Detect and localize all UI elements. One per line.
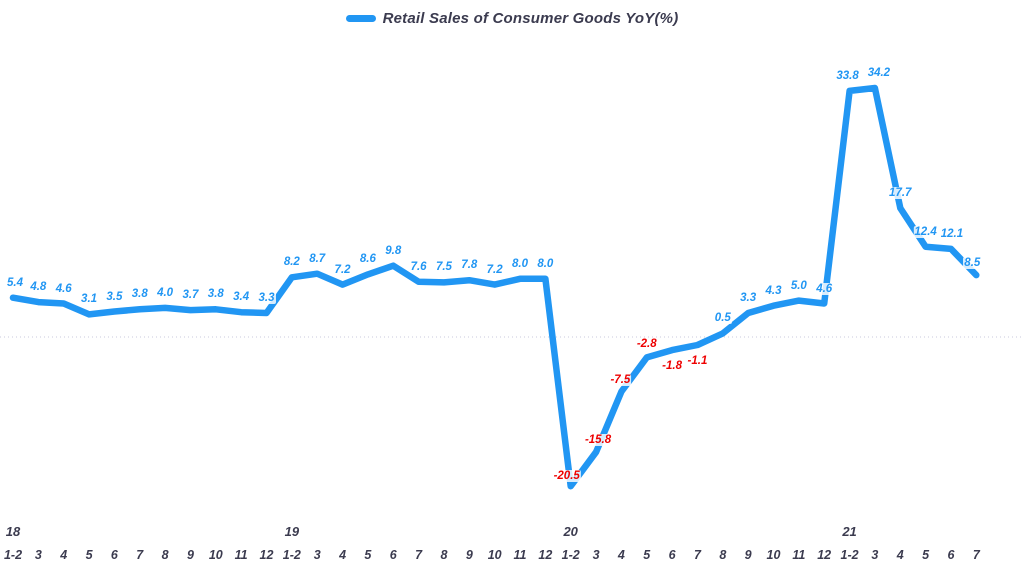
x-axis-month-label: 1-2: [561, 548, 580, 562]
x-axis-month-label: 9: [186, 548, 194, 562]
data-point-label: 3.3: [257, 291, 276, 304]
x-axis-year-label: 19: [284, 524, 300, 539]
data-point-label: 5.4: [6, 276, 24, 289]
x-axis-month-label: 5: [643, 548, 651, 562]
x-axis-year-label: 20: [563, 524, 578, 539]
data-point-label: 8.2: [282, 256, 301, 269]
data-point-label: 12.4: [913, 225, 938, 238]
legend-color-swatch: [345, 15, 376, 22]
x-axis-month-label: 3: [871, 548, 879, 562]
x-axis-month-label: 10: [766, 548, 781, 562]
data-point-label: -15.8: [583, 433, 613, 447]
data-point-label: 4.8: [29, 281, 48, 294]
data-point-label: 3.8: [130, 288, 149, 301]
x-axis-month-label: 4: [896, 548, 904, 562]
data-point-label: 8.7: [308, 252, 327, 265]
data-point-label: 8.5: [963, 257, 982, 270]
x-axis-month-label: 7: [415, 548, 423, 562]
data-point-label: 3.8: [206, 288, 225, 301]
data-point-label: 3.1: [80, 293, 99, 306]
x-axis-month-label: 9: [744, 548, 752, 562]
data-point-label: 3.4: [232, 291, 251, 304]
x-axis-month-label: 6: [947, 548, 955, 562]
data-point-label: 3.7: [181, 289, 200, 302]
line-chart-svg: [0, 84, 1024, 490]
x-axis-month-label: 1-2: [282, 548, 301, 562]
data-point-label: 3.5: [105, 290, 124, 303]
legend-label: Retail Sales of Consumer Goods YoY(%): [382, 10, 679, 27]
x-axis-month-label: 9: [465, 548, 473, 562]
x-axis-month-label: 12: [259, 548, 274, 562]
data-point-label: 7.8: [460, 259, 479, 272]
data-point-label: -1.1: [686, 354, 709, 368]
x-axis-month-label: 6: [389, 548, 397, 562]
x-axis-month-label: 7: [693, 548, 701, 562]
data-point-label: 4.0: [156, 286, 175, 299]
x-axis: 1-2 3 4 5 6 7 8 9 10 11 12 1-2 3 4 5 6 7 8 9 10 11 12 1-2 3 4 5 6 7…: [0, 512, 1024, 580]
data-point-label: -1.8: [661, 360, 684, 373]
x-axis-month-label: 1-2: [3, 548, 23, 562]
x-axis-month-label: 3: [313, 548, 321, 562]
data-point-label: 4.6: [815, 282, 834, 295]
x-axis-month-label: 7: [136, 548, 144, 562]
x-axis-month-label: 8: [161, 548, 169, 562]
data-point-label: 8.0: [511, 257, 529, 270]
x-axis-month-label: 11: [513, 548, 527, 562]
x-axis-month-label: 1-2: [840, 548, 859, 562]
x-axis-month-label: 5: [922, 548, 930, 562]
data-point-label: 5.0: [789, 279, 808, 292]
x-axis-month-label: 4: [339, 548, 347, 562]
x-axis-month-label: 3: [34, 548, 42, 562]
data-point-label: 7.2: [485, 263, 504, 276]
data-line-series: [9, 84, 980, 490]
data-point-label: 17.7: [888, 187, 913, 200]
x-axis-month-label: 8: [440, 548, 448, 562]
data-point-label: 8.6: [358, 253, 377, 266]
x-axis-month-label: 12: [817, 548, 832, 562]
x-axis-month-label: 11: [792, 548, 806, 562]
x-axis-month-label: 11: [234, 548, 248, 562]
x-axis-month-label: 8: [719, 548, 727, 562]
x-axis-month-label: 6: [668, 548, 676, 562]
chart-legend: Retail Sales of Consumer Goods YoY(%): [0, 10, 1024, 27]
x-axis-month-label: 12: [538, 548, 553, 562]
x-axis-month-label: 4: [617, 548, 625, 562]
chart-plot-area: [0, 84, 1024, 490]
data-point-label: 34.2: [866, 66, 892, 80]
data-point-label: -2.8: [635, 338, 658, 351]
data-point-label: 7.2: [333, 263, 352, 276]
x-axis-month-label: 10: [208, 548, 223, 562]
data-point-label: 7.6: [409, 260, 428, 273]
data-point-label: 8.0: [536, 257, 555, 270]
data-point-label: 33.8: [835, 69, 860, 82]
data-point-label: -7.5: [609, 373, 632, 386]
data-point-label: 4.6: [54, 282, 73, 295]
x-axis-month-label: 6: [110, 548, 118, 562]
x-axis-year-label: 18: [5, 524, 21, 539]
x-axis-year-label: 21: [842, 524, 857, 539]
data-point-label: 3.3: [739, 291, 758, 304]
data-point-label: 0.5: [713, 312, 732, 325]
x-axis-month-label: 10: [487, 548, 502, 562]
data-point-label: 7.5: [434, 261, 453, 274]
x-axis-month-label: 3: [592, 548, 600, 562]
data-point-label: 4.3: [764, 284, 783, 297]
x-axis-month-label: 4: [60, 548, 68, 562]
x-axis-month-label: 5: [85, 548, 93, 562]
data-point-label: -20.5: [552, 470, 581, 483]
x-axis-month-label: 5: [364, 548, 372, 562]
data-point-label: 12.1: [939, 227, 965, 240]
x-axis-month-label: 7: [972, 548, 980, 562]
data-point-label: 9.8: [384, 244, 403, 257]
